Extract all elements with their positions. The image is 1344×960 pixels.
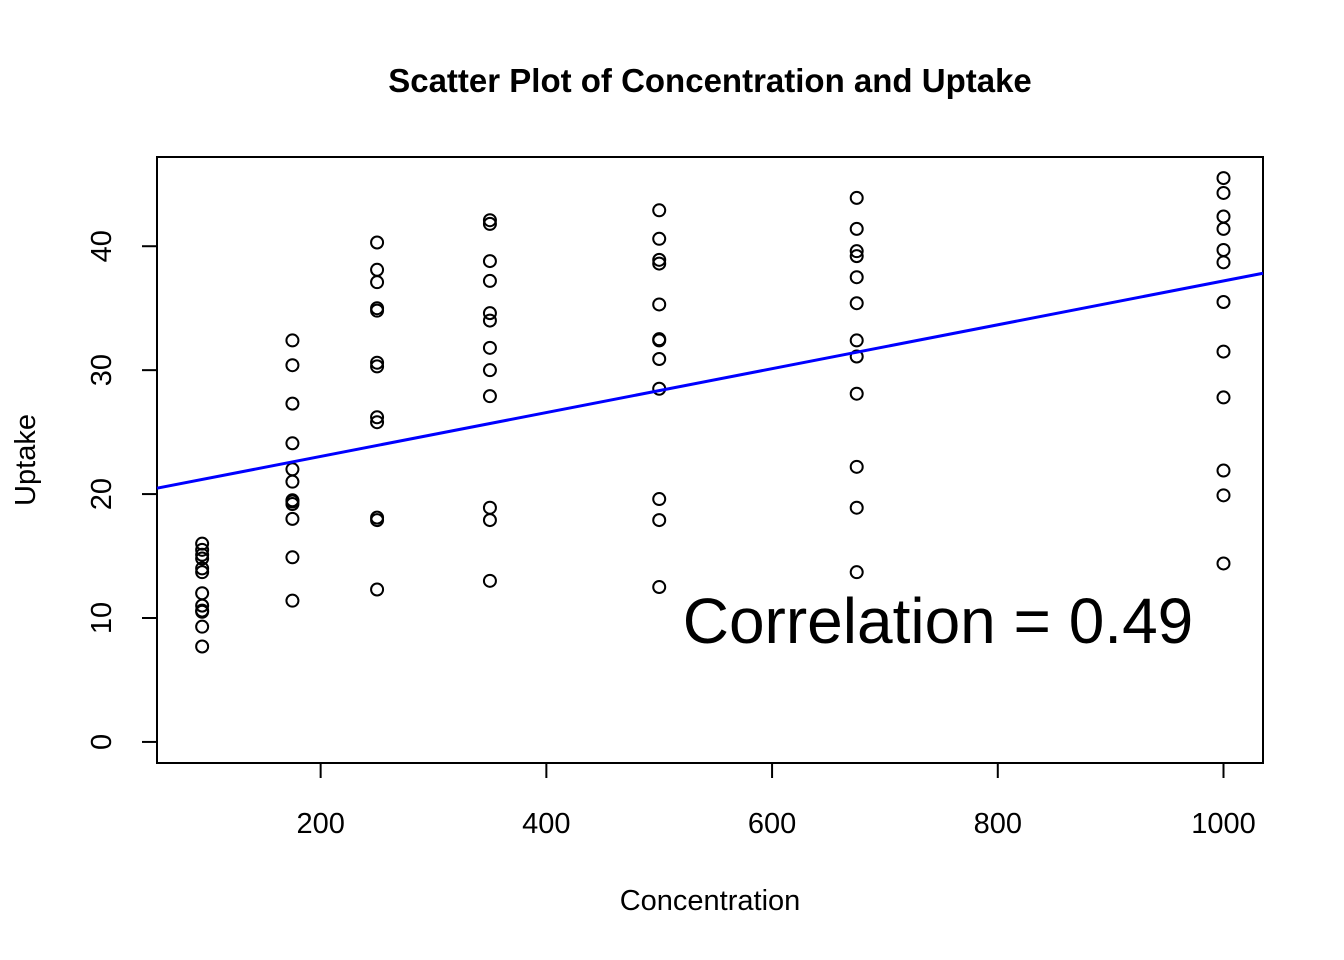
data-point [1216,344,1231,359]
data-point [370,410,385,425]
data-point [652,492,667,507]
data-point [285,358,300,373]
regression-line [156,271,1264,490]
x-axis-label: Concentration [620,885,801,917]
data-point [482,500,497,515]
data-point [849,386,864,401]
y-axis-label: Uptake [10,414,42,506]
y-tick-label: 20 [86,478,118,510]
x-tick-label: 200 [296,808,344,840]
data-point [1216,255,1231,270]
data-point [482,273,497,288]
data-point [195,639,210,654]
data-point [195,561,210,576]
data-point [482,340,497,355]
data-point [1216,294,1231,309]
data-point [370,235,385,250]
data-point [652,513,667,528]
data-point [652,580,667,595]
data-point [849,333,864,348]
data-point [285,550,300,565]
data-point [652,231,667,246]
data-point [370,582,385,597]
data-point [195,547,210,562]
data-point [849,249,864,264]
data-point [285,436,300,451]
chart-title: Scatter Plot of Concentration and Uptake [388,62,1032,99]
plot-frame [156,156,1264,764]
data-point [652,203,667,218]
data-point [482,213,497,228]
data-point [482,573,497,588]
data-point [482,389,497,404]
data-point [285,511,300,526]
data-point [370,415,385,430]
data-point [849,270,864,285]
data-point [1216,221,1231,236]
data-point [849,244,864,259]
data-point [195,619,210,634]
data-point [195,565,210,580]
data-point [652,352,667,366]
data-point [482,313,497,328]
data-point [652,297,667,312]
data-point [482,513,497,528]
data-point [1216,488,1231,503]
data-point [1216,463,1231,478]
data-point [849,349,864,364]
data-point [1216,390,1231,405]
data-point [195,586,210,601]
data-point [370,275,385,290]
x-tick-label: 1000 [1191,808,1256,840]
data-point [370,303,385,318]
data-point [849,565,864,580]
data-point [482,363,497,378]
data-point [195,604,210,619]
x-tick-label: 600 [748,808,796,840]
data-point [652,256,667,271]
data-point [285,333,300,348]
data-point [370,513,385,528]
data-point [1216,171,1231,186]
data-point [652,252,667,267]
y-tick-label: 30 [86,354,118,386]
data-point [849,500,864,515]
y-tick-label: 40 [86,230,118,262]
data-point [482,306,497,321]
data-point [285,494,300,509]
data-point [370,355,385,370]
correlation-annotation: Correlation = 0.49 [683,585,1194,657]
data-point [195,542,210,557]
data-point [285,593,300,608]
data-point [285,474,300,489]
data-point [195,551,210,566]
x-axis: 200 400 600 800 1000 [296,762,1256,840]
data-point [370,262,385,277]
data-point [482,254,497,269]
data-point [849,296,864,311]
data-point [370,359,385,374]
data-point [849,221,864,236]
data-point [1216,209,1231,224]
data-point [1216,185,1231,200]
data-point [285,396,300,411]
y-tick-label: 10 [86,602,118,634]
y-axis: 0 10 20 30 40 [86,230,158,750]
x-tick-label: 400 [522,808,570,840]
data-point [849,190,864,205]
data-point [1216,242,1231,257]
data-point [652,333,667,348]
data-point [849,459,864,474]
data-point [482,216,497,231]
data-point [285,462,300,477]
regression-line-group [156,271,1264,490]
y-tick-label: 0 [86,734,118,750]
x-tick-label: 800 [974,808,1022,840]
data-points [195,171,1231,654]
data-point [1216,556,1231,571]
data-point [195,598,210,613]
